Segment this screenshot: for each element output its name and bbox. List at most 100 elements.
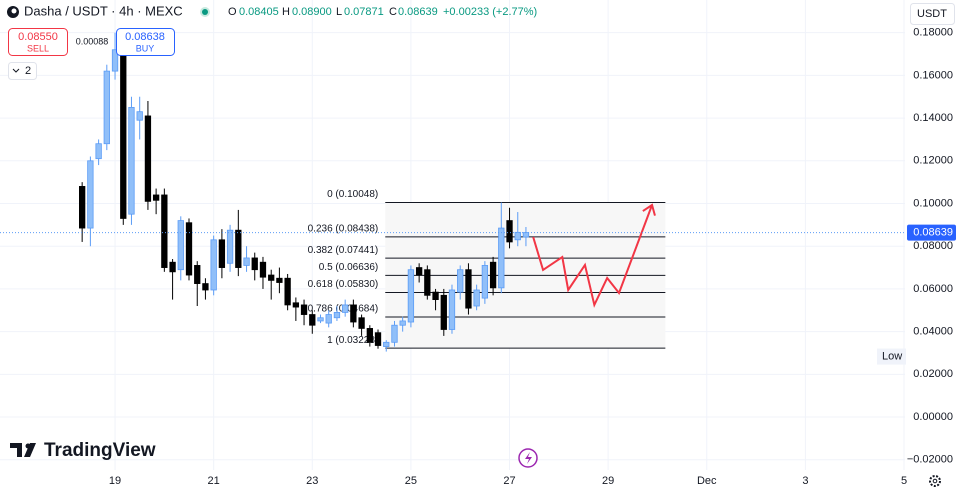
y-tick-label: 0.16000 <box>913 69 953 81</box>
x-tick-label: 29 <box>602 475 614 487</box>
symbol-logo-inner <box>11 8 17 14</box>
x-tick-label: 5 <box>901 475 907 487</box>
candle-body <box>350 304 357 323</box>
candle-body <box>309 314 316 326</box>
candle-body <box>259 261 267 278</box>
change: +0.00233 (+2.77%) <box>443 6 537 18</box>
projection-line <box>532 204 653 308</box>
events-icon <box>525 452 532 464</box>
last-price-label: 0.08639 <box>913 226 953 238</box>
candle-body <box>498 227 505 289</box>
buy-label: BUY <box>136 43 155 53</box>
candle-body <box>424 269 431 296</box>
fibonacci-retracement: 0 (0.10048) 0.236 (0.08438) 0.382 (0.07441… <box>308 189 666 349</box>
fib-label: 0.5 (0.06636) <box>319 262 379 273</box>
sell-label: SELL <box>27 43 49 53</box>
y-tick-label: 0.18000 <box>913 27 953 39</box>
x-tick-label: Dec <box>697 475 717 487</box>
settings-center <box>932 478 938 484</box>
candle-body <box>448 289 456 330</box>
candle-body <box>522 232 530 238</box>
x-tick-label: 19 <box>109 475 121 487</box>
candle-body <box>128 107 135 215</box>
candle-body <box>103 70 110 145</box>
y-tick-label: 0.14000 <box>913 112 953 124</box>
candle-body <box>473 289 480 307</box>
candle-body <box>136 111 143 121</box>
x-tick-label: 25 <box>405 475 417 487</box>
candle-body <box>185 222 193 276</box>
y-tick-label: 0.02000 <box>913 368 953 380</box>
ohlc-value: 0.08405 <box>239 6 279 18</box>
candle-body <box>440 294 447 330</box>
ohlc-value: 0.08900 <box>292 6 332 18</box>
price-axis: 0.18000 0.16000 0.14000 0.12000 0.10000 0.080… <box>907 27 956 466</box>
candle-body <box>218 239 226 268</box>
candle-body <box>292 302 300 308</box>
candle-body <box>79 186 86 229</box>
candle-body <box>489 261 497 289</box>
candle-body <box>514 231 521 241</box>
candle-body <box>284 277 291 306</box>
sell-button[interactable] <box>8 28 68 56</box>
candle-body <box>152 194 160 201</box>
ohlc-value: 0.08639 <box>398 6 438 18</box>
ohlc-key: L <box>336 6 342 18</box>
candle-body <box>506 220 513 243</box>
fib-label: 1 (0.03228) <box>327 335 378 346</box>
status-dot <box>202 9 208 15</box>
indicator-toggle[interactable] <box>8 62 37 80</box>
candle-body <box>161 194 168 268</box>
fib-label: 0.618 (0.05830) <box>308 279 379 290</box>
y-tick-label: 0.12000 <box>913 155 953 167</box>
candle-body <box>169 261 176 273</box>
plot <box>79 32 530 352</box>
candle-body <box>333 312 341 319</box>
logo: TradingView <box>44 440 156 461</box>
candle-body <box>325 314 332 324</box>
chevron <box>12 68 20 73</box>
currency-select[interactable] <box>910 3 955 25</box>
y-tick-label: 0.00000 <box>913 411 953 423</box>
spread: 0.00088 <box>76 36 109 46</box>
candle-body <box>144 115 152 202</box>
candle-body <box>243 257 250 266</box>
candle-body <box>95 143 102 160</box>
indicator-count: 2 <box>25 65 31 77</box>
candle-body <box>391 324 398 343</box>
currency: USDT <box>917 8 947 20</box>
candle-body <box>251 257 258 271</box>
ohlc-key: H <box>282 6 290 18</box>
symbol-title[interactable]: Dasha / USDT · 4h · MEXC <box>24 3 183 18</box>
candle-body <box>268 274 275 281</box>
candle-body <box>276 277 283 283</box>
y-tick-label: −0.02000 <box>907 454 953 466</box>
candle-body <box>317 317 324 322</box>
x-tick-label: 3 <box>802 475 808 487</box>
y-tick-label: 0.08000 <box>913 240 953 252</box>
candle-body <box>120 53 127 219</box>
candle-body <box>235 229 242 268</box>
candle-body <box>226 229 234 264</box>
logo-dot <box>25 443 31 449</box>
candle-body <box>194 265 201 284</box>
candle-body <box>457 269 464 293</box>
y-tick-label: 0.06000 <box>913 283 953 295</box>
candle-body <box>415 267 423 276</box>
buy-button[interactable] <box>116 28 175 56</box>
sell-price: 0.08550 <box>18 31 58 43</box>
candle-body <box>465 269 472 309</box>
candle-body <box>399 320 406 326</box>
candle-body <box>177 220 184 271</box>
ohlc-value: 0.07871 <box>344 6 384 18</box>
fib-label: 0.236 (0.08438) <box>308 223 379 234</box>
candle-body <box>202 283 209 291</box>
candle-body <box>383 341 390 347</box>
candle-body <box>481 265 489 299</box>
logo-icon <box>10 443 36 457</box>
candle-body <box>87 160 94 229</box>
candle-body <box>358 317 365 329</box>
settings-button[interactable] <box>929 475 941 487</box>
candle-body <box>111 49 119 72</box>
